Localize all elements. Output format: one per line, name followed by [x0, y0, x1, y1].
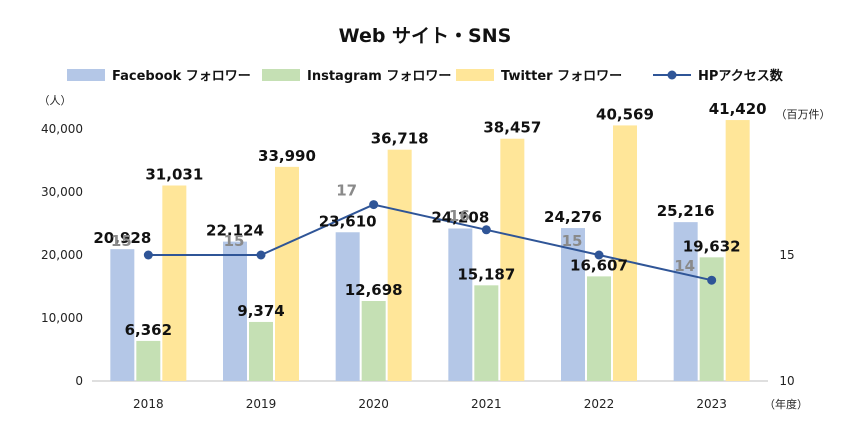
bar-value-label: 25,216 [657, 202, 715, 220]
x-tick-label: 2023 [696, 397, 727, 411]
y-left-tick-label: 10,000 [41, 311, 83, 325]
x-tick-label: 2021 [471, 397, 502, 411]
x-tick-label: 2020 [358, 397, 389, 411]
y-left-tick-label: 0 [75, 374, 83, 388]
bar-value-label: 9,374 [237, 302, 284, 320]
bar-value-label: 24,276 [544, 208, 602, 226]
bar-twitter [613, 125, 637, 381]
bar-instagram [361, 301, 386, 381]
bar-instagram [249, 321, 273, 381]
bar-twitter [387, 149, 412, 381]
y-left-tick-label: 30,000 [41, 185, 83, 199]
bar-value-label: 41,420 [709, 100, 767, 118]
hp-access-marker [143, 250, 153, 260]
hp-access-marker [481, 225, 491, 235]
bar-value-label: 23,610 [319, 212, 377, 230]
data-labels: 20,928 22,124 23,610 24,208 24,276 25,216 6,36… [93, 100, 766, 339]
bar-twitter [162, 185, 187, 381]
legend-swatch-hp-marker [667, 70, 677, 80]
y-right-tick-label: 15 [779, 248, 794, 262]
hp-access-value-label: 17 [336, 182, 357, 200]
hp-access-line [148, 203, 712, 282]
hp-access-marker [369, 200, 379, 210]
hp-access-value-label: 15 [224, 232, 245, 250]
chart-title: Web サイト・SNS [339, 25, 512, 47]
legend-label: Facebook フォロワー [112, 69, 251, 84]
bar-value-label: 19,632 [683, 237, 741, 255]
bar-value-label: 38,457 [483, 119, 541, 137]
hp-access-value-label: 16 [449, 207, 470, 225]
x-unit-label: （年度） [764, 397, 808, 411]
hp-access-line-layer [143, 200, 717, 285]
y-left-unit-label: （人） [39, 94, 72, 107]
bar-facebook [448, 228, 473, 381]
y-left-tick-label: 40,000 [41, 122, 83, 136]
bar-facebook [561, 228, 585, 381]
x-tick-label: 2018 [133, 397, 164, 411]
hp-access-value-label: 15 [562, 232, 583, 250]
bar-twitter [725, 120, 750, 381]
bar-value-label: 33,990 [258, 147, 316, 165]
bar-value-label: 6,362 [125, 321, 172, 339]
y-left-tick-label: 20,000 [41, 248, 83, 262]
hp-access-marker [594, 250, 604, 260]
hp-access-marker [256, 250, 266, 260]
legend-swatch-twitter [456, 69, 494, 81]
bar-facebook [223, 241, 247, 381]
hp-access-value-label: 15 [111, 232, 132, 250]
hp-access-value-label: 14 [674, 257, 695, 275]
bar-value-label: 22,124 [206, 222, 264, 240]
legend-swatch-instagram [262, 69, 300, 81]
bar-facebook [335, 232, 360, 381]
legend-label: Twitter フォロワー [501, 69, 622, 84]
bar-value-label: 31,031 [145, 166, 203, 184]
legend-label: HPアクセス数 [698, 68, 784, 84]
bar-value-label: 20,928 [93, 229, 151, 247]
bar-twitter [500, 138, 525, 381]
bar-instagram [474, 285, 499, 381]
y-right-tick-label: 10 [779, 374, 794, 388]
bar-value-label: 16,607 [570, 256, 628, 274]
bars [110, 120, 750, 381]
bar-instagram [587, 276, 611, 381]
bar-value-label: 24,208 [431, 208, 489, 226]
legend: Facebook フォロワー Instagram フォロワー Twitter フォロ… [67, 68, 784, 84]
legend-label: Instagram フォロワー [307, 69, 451, 84]
hp-access-marker [707, 275, 717, 285]
x-tick-label: 2022 [584, 397, 615, 411]
bar-value-label: 12,698 [345, 281, 403, 299]
x-tick-label: 2019 [246, 397, 277, 411]
axes: 0 10,000 20,000 30,000 40,000 （人） 10 15 （百万件） 201… [39, 94, 831, 411]
bar-value-label: 40,569 [596, 105, 654, 123]
legend-swatch-facebook [67, 69, 105, 81]
y-right-unit-label: （百万件） [776, 108, 831, 121]
bar-facebook [110, 249, 135, 381]
bar-twitter [275, 166, 299, 381]
bar-facebook [673, 222, 698, 381]
bar-value-label: 36,718 [371, 130, 429, 148]
bar-instagram [136, 340, 161, 381]
bar-value-label: 15,187 [457, 265, 515, 283]
